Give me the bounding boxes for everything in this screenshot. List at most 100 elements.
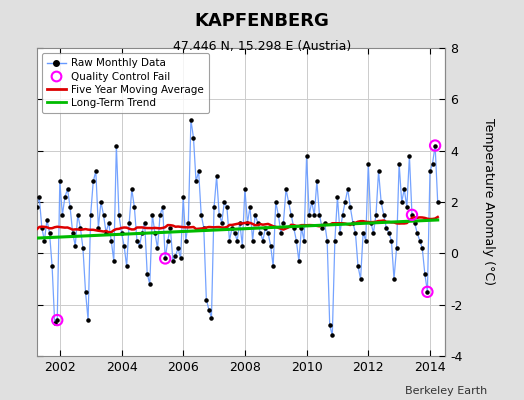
Point <box>421 271 429 277</box>
Point <box>256 230 265 236</box>
Point <box>73 212 82 218</box>
Point <box>410 219 419 226</box>
Point <box>231 230 239 236</box>
Point <box>395 160 403 167</box>
Point <box>84 317 92 323</box>
Point <box>182 237 190 244</box>
Point <box>53 317 61 323</box>
Point <box>264 230 272 236</box>
Point <box>233 237 242 244</box>
Point <box>156 212 164 218</box>
Point <box>174 245 182 252</box>
Text: 47.446 N, 15.298 E (Austria): 47.446 N, 15.298 E (Austria) <box>173 40 351 53</box>
Text: KAPFENBERG: KAPFENBERG <box>194 12 330 30</box>
Point <box>71 242 80 249</box>
Point <box>369 230 378 236</box>
Point <box>364 160 373 167</box>
Point <box>94 224 103 231</box>
Point <box>308 199 316 205</box>
Point <box>79 245 87 252</box>
Point <box>86 212 95 218</box>
Point <box>130 204 138 210</box>
Point <box>259 237 267 244</box>
Point <box>294 258 303 264</box>
Point <box>148 212 157 218</box>
Point <box>300 237 308 244</box>
Point <box>323 237 331 244</box>
Point <box>40 237 49 244</box>
Point <box>405 153 413 159</box>
Point <box>143 271 151 277</box>
Point <box>35 194 43 200</box>
Point <box>205 306 213 313</box>
Point <box>189 135 198 141</box>
Point <box>179 194 188 200</box>
Point <box>125 219 134 226</box>
Point <box>408 212 416 218</box>
Point <box>346 204 354 210</box>
Point <box>433 199 442 205</box>
Point <box>184 219 192 226</box>
Point <box>81 289 90 295</box>
Point <box>254 219 262 226</box>
Point <box>112 142 121 149</box>
Point <box>379 212 388 218</box>
Point <box>154 245 162 252</box>
Point <box>400 186 409 192</box>
Point <box>76 224 84 231</box>
Point <box>382 224 390 231</box>
Point <box>251 212 259 218</box>
Point <box>348 219 357 226</box>
Point <box>102 230 110 236</box>
Point <box>287 212 296 218</box>
Point <box>50 320 59 326</box>
Point <box>277 230 285 236</box>
Point <box>120 242 128 249</box>
Point <box>292 237 300 244</box>
Point <box>236 219 244 226</box>
Point <box>328 332 336 339</box>
Point <box>228 224 236 231</box>
Point <box>339 212 347 218</box>
Point <box>238 242 246 249</box>
Point <box>297 224 305 231</box>
Point <box>215 212 223 218</box>
Point <box>30 237 38 244</box>
Point <box>416 237 424 244</box>
Point <box>212 173 221 180</box>
Point <box>66 204 74 210</box>
Point <box>431 142 439 149</box>
Point <box>138 230 146 236</box>
Point <box>285 199 293 205</box>
Point <box>61 194 69 200</box>
Point <box>43 217 51 223</box>
Point <box>110 258 118 264</box>
Point <box>372 212 380 218</box>
Point <box>177 255 185 262</box>
Point <box>146 281 154 287</box>
Point <box>261 224 270 231</box>
Point <box>359 230 367 236</box>
Legend: Raw Monthly Data, Quality Control Fail, Five Year Moving Average, Long-Term Tren: Raw Monthly Data, Quality Control Fail, … <box>42 53 209 113</box>
Point <box>354 263 362 269</box>
Point <box>402 204 411 210</box>
Point <box>418 245 427 252</box>
Point <box>333 194 342 200</box>
Point <box>202 296 211 303</box>
Point <box>374 168 383 174</box>
Point <box>351 230 359 236</box>
Y-axis label: Temperature Anomaly (°C): Temperature Anomaly (°C) <box>482 118 495 286</box>
Point <box>123 263 131 269</box>
Point <box>56 178 64 185</box>
Point <box>377 199 385 205</box>
Point <box>135 242 144 249</box>
Point <box>38 224 46 231</box>
Point <box>117 230 126 236</box>
Point <box>408 212 416 218</box>
Point <box>46 230 54 236</box>
Point <box>269 263 277 269</box>
Point <box>385 230 393 236</box>
Point <box>271 199 280 205</box>
Point <box>305 212 313 218</box>
Point <box>426 168 434 174</box>
